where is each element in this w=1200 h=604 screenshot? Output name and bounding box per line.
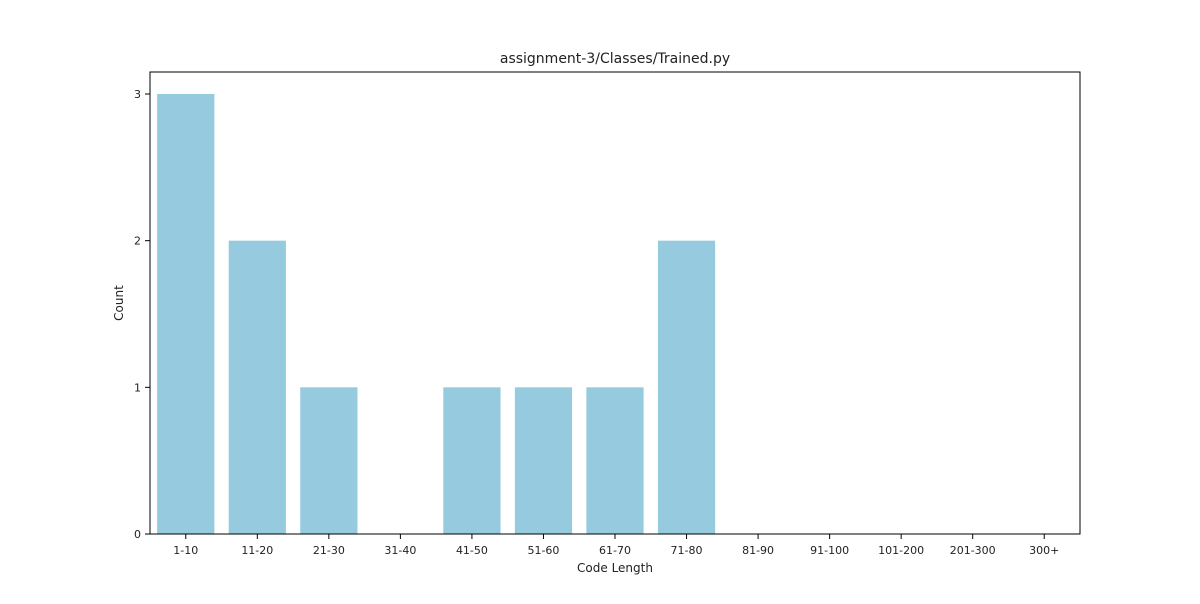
x-tick-label: 101-200 [878,544,924,557]
y-tick-label: 3 [134,88,141,101]
x-tick-label: 71-80 [671,544,703,557]
bar-1-10 [157,94,215,534]
x-tick-label: 11-20 [241,544,273,557]
x-tick-label: 81-90 [742,544,774,557]
x-axis: 1-10 11-20 21-30 31-40 41-50 51-60 61-70 71-80 8… [173,534,1059,557]
x-axis-label: Code Length [577,561,653,575]
x-tick-label: 201-300 [950,544,996,557]
bar-11-20 [228,240,286,534]
x-tick-label: 21-30 [313,544,345,557]
chart-title: assignment-3/Classes/Trained.py [500,51,730,67]
y-tick-label: 1 [134,381,141,394]
y-axis-label: Count [112,285,126,321]
y-axis: 0 1 2 3 [134,88,150,541]
bar-61-70 [586,387,644,534]
y-tick-label: 2 [134,235,141,248]
bar-21-30 [300,387,358,534]
bar-51-60 [514,387,573,534]
bar-71-80 [657,240,716,534]
bar-41-50 [443,387,501,534]
x-tick-label: 300+ [1029,544,1059,557]
bars-layer [157,94,716,534]
x-tick-label: 51-60 [527,544,559,557]
x-tick-label: 91-100 [810,544,849,557]
x-tick-label: 41-50 [456,544,488,557]
y-tick-label: 0 [134,528,141,541]
x-tick-label: 61-70 [599,544,631,557]
x-tick-label: 31-40 [384,544,416,557]
x-tick-label: 1-10 [173,544,198,557]
